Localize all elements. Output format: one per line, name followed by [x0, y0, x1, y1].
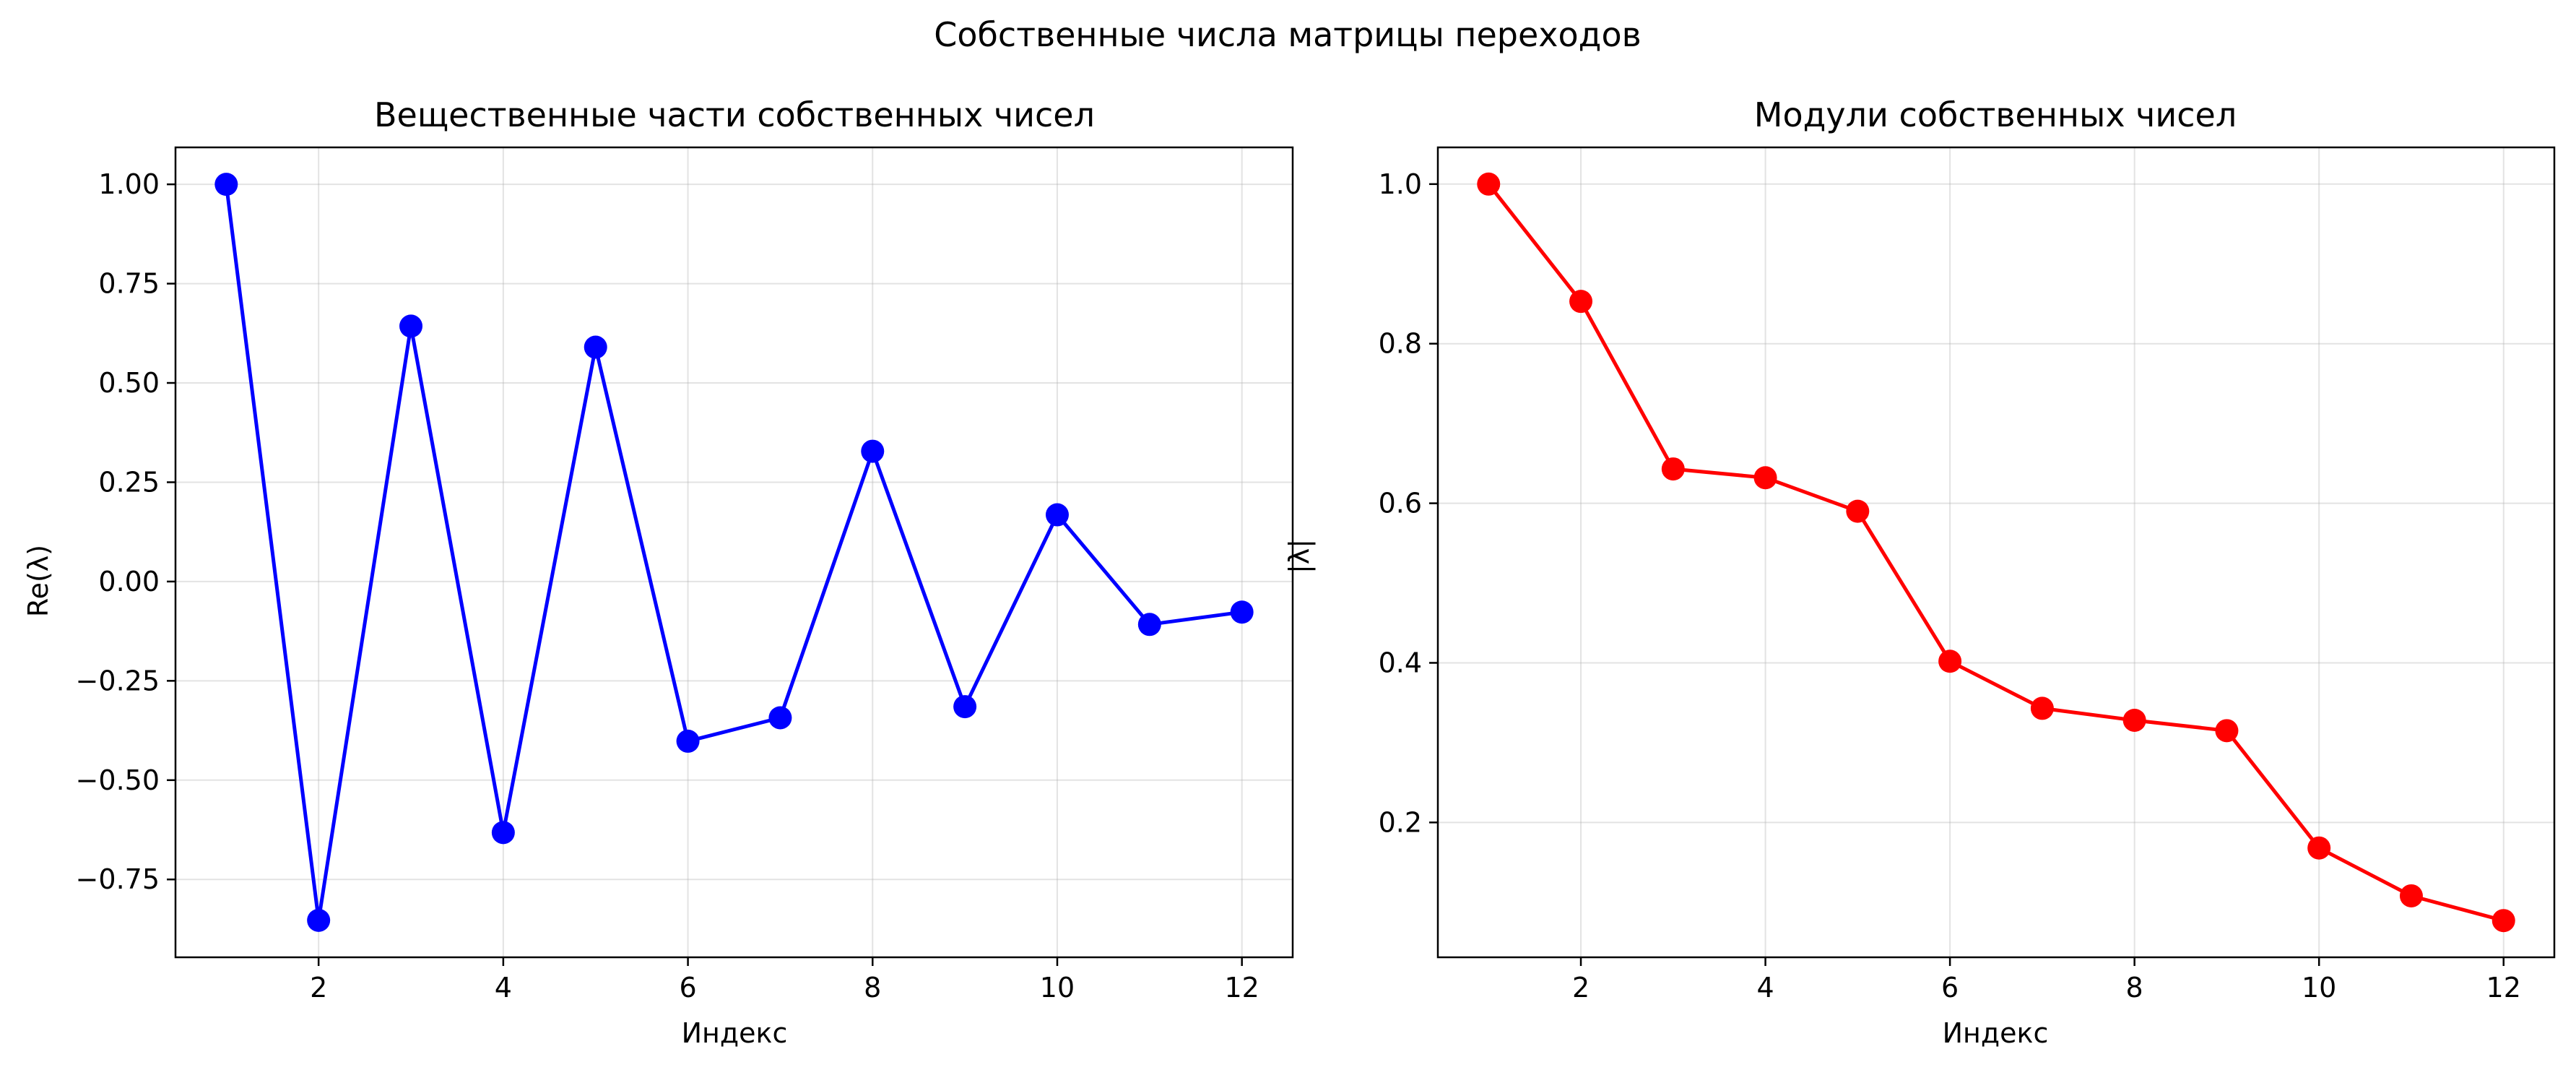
data-point: [1045, 503, 1069, 527]
plot-frame: [1436, 146, 2556, 959]
data-point: [2307, 836, 2331, 860]
x-tick-label: 12: [1225, 972, 1259, 1004]
x-tick-label: 12: [2486, 972, 2521, 1004]
y-tick-label: −0.25: [76, 665, 160, 696]
y-tick-label: −0.50: [76, 764, 160, 796]
data-point: [1661, 457, 1685, 481]
data-point: [676, 729, 700, 753]
x-tick-label: 10: [2302, 972, 2336, 1004]
chart-title: Вещественные части собственных чисел: [374, 95, 1095, 134]
data-point: [2492, 909, 2515, 933]
data-point: [214, 173, 238, 197]
y-tick-label: −0.75: [76, 863, 160, 895]
data-point: [1230, 600, 1254, 624]
y-tick-label: 1.0: [1379, 168, 1422, 200]
x-tick-label: 6: [679, 972, 696, 1004]
series-line: [224, 184, 1243, 923]
x-tick-label: 4: [1756, 972, 1774, 1004]
plot-frame: [174, 146, 1294, 959]
y-tick-label: 0.6: [1379, 488, 1422, 519]
grid: [175, 147, 1293, 957]
y-tick-label: 0.4: [1379, 647, 1422, 678]
chart-title: Модули собственных чисел: [1754, 95, 2237, 134]
x-tick-label: 2: [310, 972, 327, 1004]
y-tick-label: 0.8: [1379, 328, 1422, 360]
data-point: [1477, 172, 1501, 196]
x-tick-label: 4: [495, 972, 512, 1004]
x-tick-label: 2: [1572, 972, 1590, 1004]
data-point: [399, 314, 423, 338]
y-axis-label: |λ|: [1283, 539, 1316, 574]
figure-suptitle: Собственные числа матрицы переходов: [934, 15, 1641, 54]
data-point: [2399, 884, 2423, 907]
x-tick-label: 10: [1040, 972, 1075, 1004]
y-tick-label: 0.75: [98, 268, 160, 300]
x-tick-label: 8: [2126, 972, 2143, 1004]
data-point: [2122, 708, 2146, 732]
data-point: [307, 908, 331, 932]
y-tick-label: 0.00: [98, 566, 160, 597]
y-tick-label: 1.00: [98, 168, 160, 200]
data-point: [2030, 696, 2054, 720]
y-tick-label: 0.50: [98, 367, 160, 399]
x-tick-label: 6: [1941, 972, 1959, 1004]
x-axis-label: Индекс: [1943, 1017, 2049, 1049]
chart-real-parts: Вещественные части собственных чисел Инд…: [22, 95, 1294, 1049]
data-point: [2215, 719, 2239, 743]
y-axis-label: Re(λ): [22, 545, 54, 617]
data-point: [1137, 613, 1161, 637]
y-tick-label: 0.2: [1379, 806, 1422, 838]
data-point: [1753, 466, 1777, 490]
y-tick-label: 0.25: [98, 466, 160, 498]
data-point: [1569, 290, 1593, 314]
data-point: [953, 695, 977, 719]
data-point: [584, 335, 607, 359]
x-tick-label: 8: [864, 972, 881, 1004]
chart-moduli: Модули собственных чисел Индекс |λ| 2 4 6 8…: [1283, 95, 2556, 1049]
grid: [1438, 147, 2554, 957]
series-line: [1487, 183, 2505, 923]
data-point: [768, 706, 792, 730]
data-point: [491, 821, 515, 845]
data-point: [1938, 650, 1962, 673]
x-axis-label: Индекс: [682, 1017, 788, 1049]
data-point: [1846, 499, 1870, 523]
data-point: [861, 439, 885, 463]
